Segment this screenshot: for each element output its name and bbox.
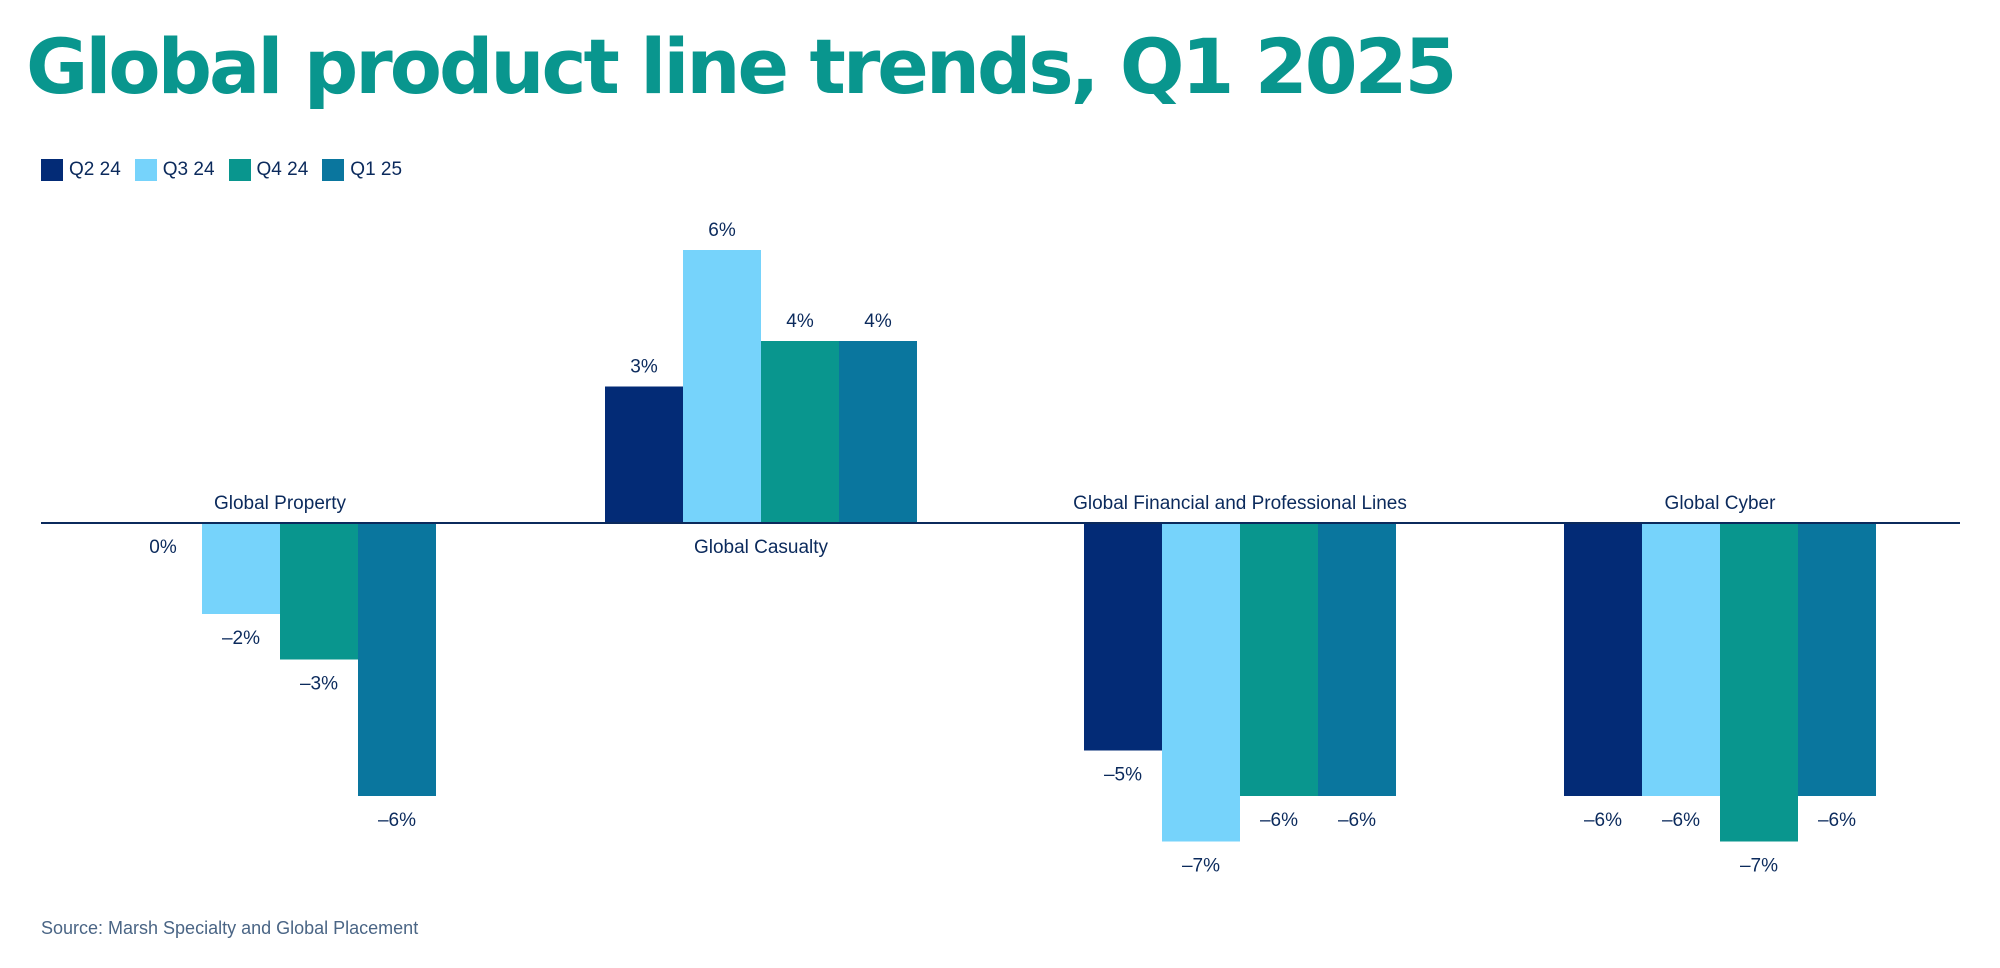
legend-item-q2-24: Q2 24: [41, 159, 121, 181]
data-label: –3%: [300, 674, 338, 695]
category-label: Global Cyber: [1665, 493, 1777, 514]
bar: [1564, 523, 1642, 796]
legend-label: Q3 24: [162, 159, 215, 180]
legend-swatch: [228, 159, 251, 181]
data-label: –6%: [1818, 810, 1856, 831]
data-label: –6%: [1584, 810, 1622, 831]
data-label: –7%: [1182, 856, 1220, 877]
data-label: 6%: [708, 220, 736, 241]
legend-label: Q4 24: [256, 159, 309, 180]
legend-swatch: [41, 159, 63, 181]
category-label: Global Casualty: [694, 537, 829, 558]
bar: [202, 523, 280, 614]
bar: [1240, 523, 1318, 796]
legend-item-q4-24: Q4 24: [228, 159, 309, 181]
legend-swatch: [134, 159, 157, 181]
legend-item-q3-24: Q3 24: [134, 159, 215, 181]
bar: [1084, 523, 1162, 751]
legend-label: Q2 24: [69, 159, 121, 180]
data-label: –6%: [1662, 810, 1700, 831]
legend: Q2 24 Q3 24 Q4 24 Q1 25: [41, 159, 402, 181]
category-label: Global Property: [214, 493, 347, 514]
data-label: 0%: [149, 537, 177, 558]
data-label: –7%: [1740, 856, 1778, 877]
source-note: Source: Marsh Specialty and Global Place…: [41, 918, 419, 938]
data-label: –6%: [1338, 810, 1376, 831]
data-label: –6%: [1260, 810, 1298, 831]
data-label: 3%: [630, 357, 658, 378]
data-label: –2%: [222, 628, 260, 649]
legend-label: Q1 25: [350, 159, 403, 180]
bar: [280, 523, 358, 660]
legend-swatch: [322, 159, 345, 181]
bar: [1162, 523, 1240, 842]
bar: [1642, 523, 1720, 796]
bar: [358, 523, 436, 796]
data-label: –6%: [378, 810, 416, 831]
category-label: Global Financial and Professional Lines: [1073, 493, 1407, 514]
chart-title: Global product line trends, Q1 2025: [26, 22, 1457, 111]
bar: [1318, 523, 1396, 796]
bar: [839, 341, 917, 523]
data-label: –5%: [1104, 765, 1142, 786]
bar: [683, 250, 761, 523]
legend-item-q1-25: Q1 25: [322, 159, 402, 181]
data-label: 4%: [864, 311, 892, 332]
bar: [761, 341, 839, 523]
bar: [605, 386, 683, 523]
bar: [1798, 523, 1876, 796]
data-label: 4%: [786, 311, 814, 332]
bar: [1720, 523, 1798, 842]
